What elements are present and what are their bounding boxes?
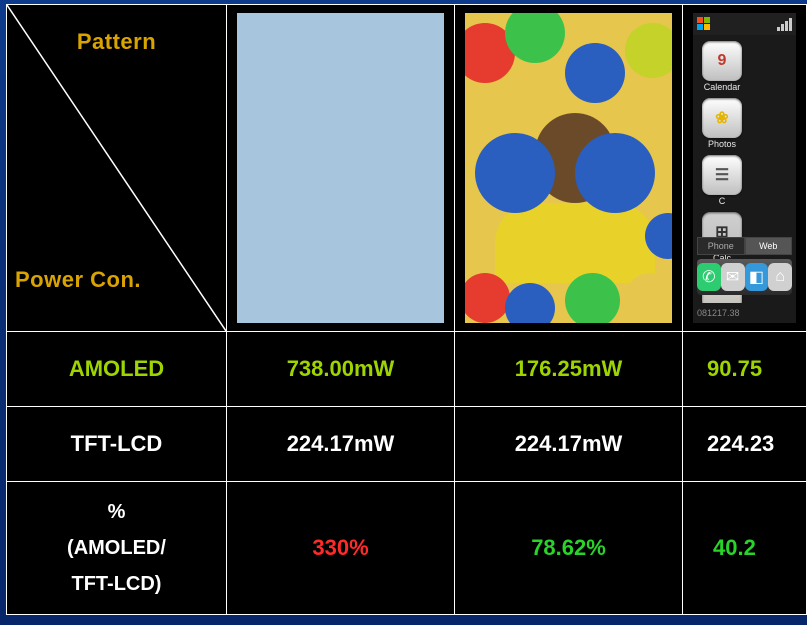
- photo-pattern-swatch: [465, 13, 672, 323]
- app-label: C: [719, 197, 726, 206]
- app-label: Photos: [708, 140, 736, 149]
- windows-flag-icon: [697, 17, 711, 31]
- comparison-table: Pattern Power Con.: [6, 4, 807, 615]
- header-row: Pattern Power Con.: [7, 5, 807, 332]
- app-icon: 9: [702, 41, 742, 81]
- label-tft: TFT-LCD: [7, 407, 227, 482]
- ratio-line3: TFT-LCD): [72, 573, 162, 595]
- phone-dock: ✆✉◧⌂: [697, 259, 792, 295]
- app-label: Calendar: [704, 83, 741, 92]
- ratio-line1: %: [108, 501, 126, 523]
- amoled-col3: 90.75: [683, 332, 807, 407]
- dock-icon: ✆: [697, 263, 721, 291]
- phone-app-icon: ❀ Photos: [699, 98, 745, 149]
- header-power-label: Power Con.: [15, 267, 141, 293]
- phone-pattern-swatch: 9Calendar❀Photos☰C⊞Calc≣Notes♪ Phone Web…: [693, 13, 796, 323]
- amoled-col2: 176.25mW: [455, 332, 683, 407]
- white-pattern-swatch: [237, 13, 444, 323]
- pattern-phone-cell: 9Calendar❀Photos☰C⊞Calc≣Notes♪ Phone Web…: [683, 5, 807, 332]
- ratio-col3: 40.2: [683, 482, 807, 615]
- label-ratio: % (AMOLED/ TFT-LCD): [7, 482, 227, 615]
- phone-bottombar: 081217.38: [693, 303, 796, 323]
- pattern-white-cell: [227, 5, 455, 332]
- dock-icon: ⌂: [768, 263, 792, 291]
- tft-col3: 224.23: [683, 407, 807, 482]
- ratio-col2: 78.62%: [455, 482, 683, 615]
- tab-phone: Phone: [697, 237, 745, 255]
- phone-statusbar: [693, 13, 796, 35]
- row-ratio: % (AMOLED/ TFT-LCD) 330% 78.62% 40.2: [7, 482, 807, 615]
- amoled-col1: 738.00mW: [227, 332, 455, 407]
- row-tft: TFT-LCD 224.17mW 224.17mW 224.23: [7, 407, 807, 482]
- header-diagonal-cell: Pattern Power Con.: [7, 5, 227, 332]
- app-icon: ❀: [702, 98, 742, 138]
- tft-col2: 224.17mW: [455, 407, 683, 482]
- row-amoled: AMOLED 738.00mW 176.25mW 90.75: [7, 332, 807, 407]
- tab-web: Web: [745, 237, 793, 255]
- tft-col1: 224.17mW: [227, 407, 455, 482]
- phone-app-icon: 9 Calendar: [699, 41, 745, 92]
- bottombar-left: 081217.38: [697, 308, 740, 318]
- dock-icon: ◧: [745, 263, 769, 291]
- app-icon: ☰: [702, 155, 742, 195]
- ratio-col1: 330%: [227, 482, 455, 615]
- dock-icon: ✉: [721, 263, 745, 291]
- slide-stage: Pattern Power Con.: [0, 0, 807, 625]
- phone-app-icon: ☰C: [699, 155, 745, 206]
- pattern-photo-cell: [455, 5, 683, 332]
- ratio-line2: (AMOLED/: [67, 537, 166, 559]
- header-pattern-label: Pattern: [7, 29, 226, 55]
- signal-icon: [777, 18, 792, 31]
- label-amoled: AMOLED: [7, 332, 227, 407]
- phone-tabbar: Phone Web: [697, 237, 792, 255]
